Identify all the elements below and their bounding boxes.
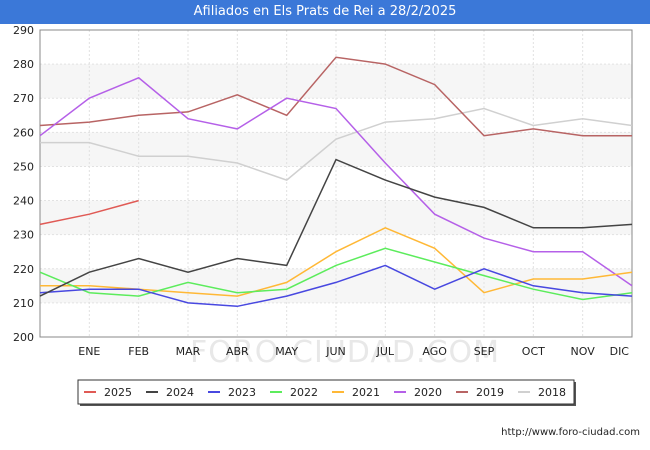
x-tick-label: SEP: [474, 345, 495, 358]
y-tick-label: 210: [13, 297, 34, 310]
y-tick-label: 280: [13, 58, 34, 71]
chart-title: Afiliados en Els Prats de Rei a 28/2/202…: [0, 0, 650, 24]
grid-band: [40, 200, 632, 235]
legend-label: 2018: [538, 386, 566, 399]
x-tick-label: OCT: [522, 345, 545, 358]
y-tick-label: 240: [13, 195, 34, 208]
series-line-2025: [39, 199, 139, 226]
x-tick-label: NOV: [571, 345, 596, 358]
legend-label: 2021: [352, 386, 380, 399]
legend-label: 2025: [104, 386, 132, 399]
y-axis-ticks: 200 210 220 230 240 250 260 270 280 290: [13, 24, 34, 344]
plot-border: [39, 29, 633, 338]
x-tick-label: JUN: [325, 345, 346, 358]
legend-label: 2024: [166, 386, 194, 399]
x-tick-label: ENE: [78, 345, 100, 358]
series-line-2020: [39, 76, 633, 287]
legend-label: 2020: [414, 386, 442, 399]
series-line-2024: [39, 158, 633, 297]
grid-lines: [39, 29, 633, 338]
x-tick-label: DIC: [610, 345, 630, 358]
x-tick-label: ABR: [226, 345, 249, 358]
series-line-2019: [39, 56, 632, 137]
legend-label: 2023: [228, 386, 256, 399]
y-tick-label: 220: [13, 263, 34, 276]
x-tick-label: FEB: [128, 345, 149, 358]
y-tick-label: 230: [13, 229, 34, 242]
footer-url: http://www.foro-ciudad.com: [501, 427, 640, 438]
series-line-2023: [39, 264, 633, 308]
y-tick-label: 200: [13, 331, 34, 344]
legend-label: 2022: [290, 386, 318, 399]
series-line-2022: [39, 247, 633, 301]
legend-box: [77, 379, 575, 405]
x-tick-label: JUL: [376, 345, 395, 358]
y-tick-label: 250: [13, 160, 34, 173]
series-lines: [39, 56, 633, 308]
legend-label: 2019: [476, 386, 504, 399]
y-tick-label: 290: [13, 24, 34, 37]
x-tick-label: MAR: [176, 345, 201, 358]
watermark: FORO-CIUDAD.COM: [190, 335, 500, 370]
series-line-2018: [40, 107, 633, 181]
x-tick-label: MAY: [275, 345, 298, 358]
grid-band: [40, 268, 632, 303]
y-tick-label: 270: [13, 92, 34, 105]
y-tick-label: 260: [13, 126, 34, 139]
legend: 2025 2024 2023 2022 2021 2020 2019 2018: [77, 379, 576, 406]
grid-band: [40, 64, 632, 99]
x-tick-label: AGO: [422, 345, 447, 358]
x-axis-ticks: ENE FEB MAR ABR MAY JUN JUL AGO SEP OCT NOV DIC: [78, 345, 629, 358]
